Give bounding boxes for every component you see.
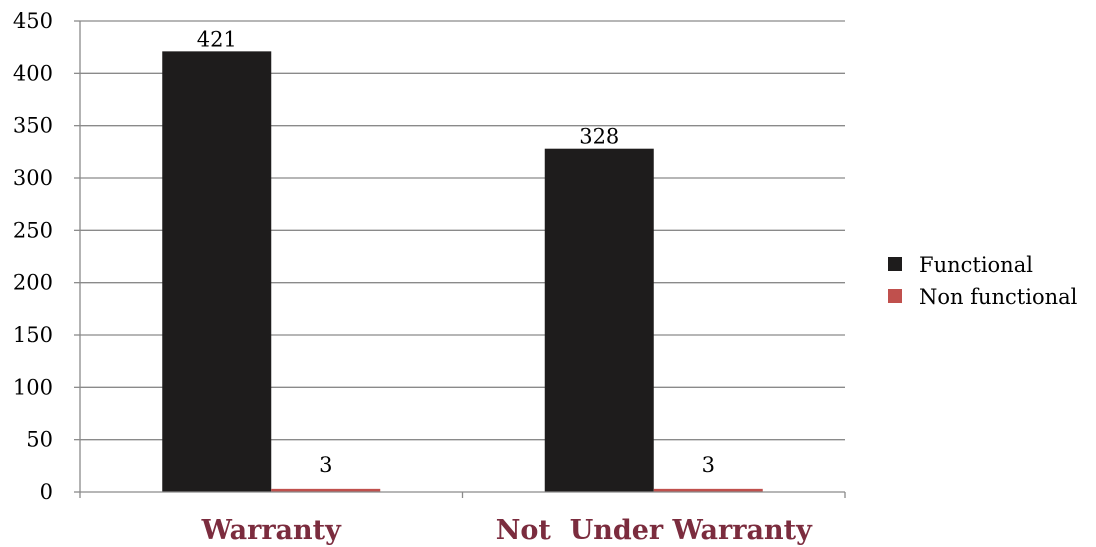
data-label: 328 — [579, 125, 619, 149]
bar-functional — [162, 51, 272, 492]
bar-non-functional — [653, 488, 763, 492]
y-tick-label: 50 — [26, 428, 53, 452]
y-tick-label: 300 — [13, 166, 53, 190]
legend: Functional Non functional — [888, 253, 1078, 309]
legend-swatch — [888, 289, 902, 303]
category-label: Warranty — [201, 515, 343, 546]
y-axis-ticks: 0 50 100 150 200 250 300 350 400 450 — [13, 9, 53, 504]
legend-label: Functional — [919, 253, 1033, 277]
data-labels: 421 3 328 3 — [197, 27, 715, 477]
axes — [74, 20, 846, 498]
legend-swatch — [888, 257, 902, 271]
bars — [162, 51, 763, 492]
y-tick-label: 450 — [13, 9, 53, 33]
bar-functional — [544, 148, 654, 492]
y-tick-label: 400 — [13, 61, 53, 85]
category-label: Not Under Warranty — [496, 515, 813, 546]
bar-non-functional — [271, 488, 381, 492]
data-label: 3 — [319, 453, 332, 477]
y-tick-label: 250 — [13, 218, 53, 242]
y-tick-label: 0 — [40, 480, 53, 504]
legend-label: Non functional — [919, 285, 1078, 309]
y-tick-label: 100 — [13, 375, 53, 399]
y-tick-label: 200 — [13, 271, 53, 295]
y-tick-label: 350 — [13, 114, 53, 138]
data-label: 3 — [702, 453, 715, 477]
data-label: 421 — [197, 27, 237, 51]
category-labels: Warranty Not Under Warranty — [201, 515, 813, 546]
y-tick-label: 150 — [13, 323, 53, 347]
